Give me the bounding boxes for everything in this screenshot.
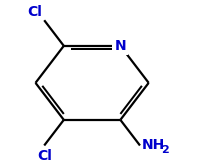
Text: Cl: Cl	[37, 149, 52, 163]
Text: NH: NH	[142, 138, 165, 152]
Text: 2: 2	[161, 145, 168, 155]
Text: N: N	[115, 39, 126, 53]
Text: Cl: Cl	[27, 5, 42, 19]
